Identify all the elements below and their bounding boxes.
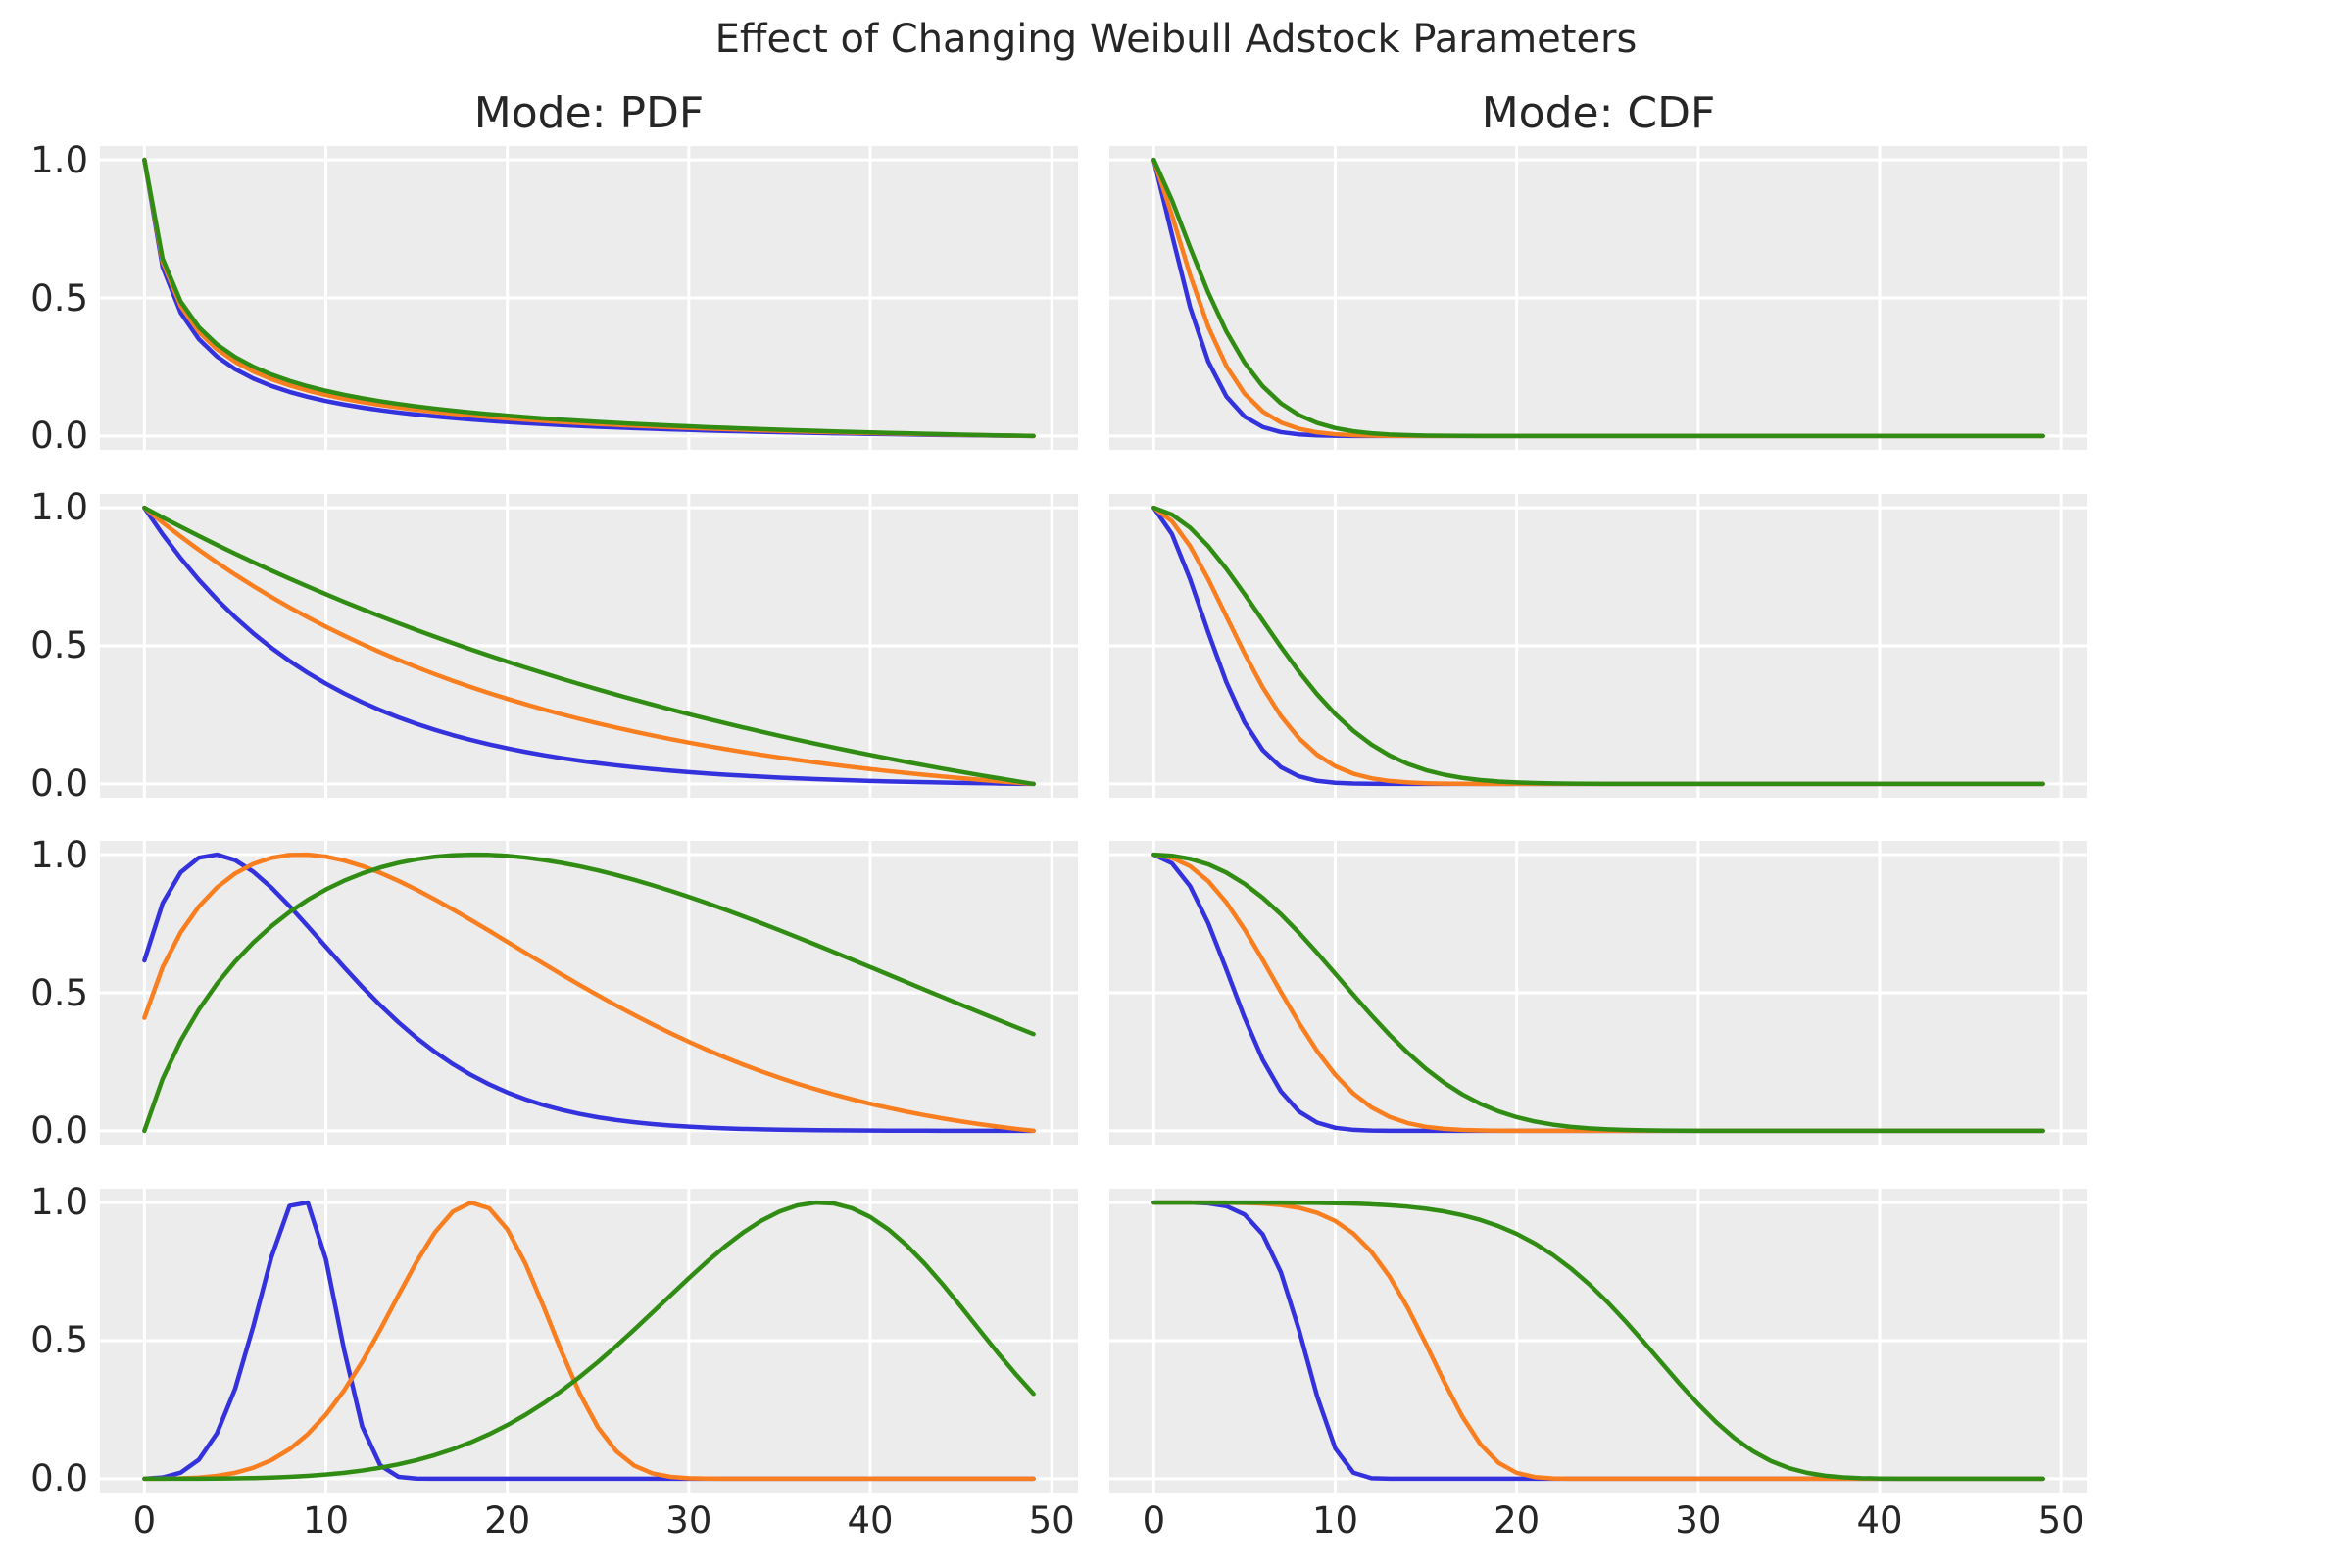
y-tick-label: 0.0 <box>30 1456 88 1499</box>
y-tick-label: 1.0 <box>30 1181 88 1224</box>
y-tick-label: 0.5 <box>30 624 88 666</box>
x-tick-label: 0 <box>1142 1498 1166 1542</box>
curve-cdf-k1.5-lam40 <box>1152 852 2045 1134</box>
subplot-pdf-k0.5 <box>100 146 1078 450</box>
column-title-cdf: Mode: CDF <box>1481 88 1716 138</box>
curve-cdf-k0.5-lam40 <box>1152 157 2045 439</box>
x-tick-label: 50 <box>1028 1498 1075 1542</box>
column-title-pdf: Mode: PDF <box>473 88 705 138</box>
curve-pdf-k0.5-lam40 <box>142 157 1036 439</box>
x-tick-label: 50 <box>2037 1498 2084 1542</box>
x-tick-label: 0 <box>132 1498 157 1542</box>
y-tick-label: 0.0 <box>30 415 88 458</box>
curve-pdf-k1-lam20 <box>142 505 1036 786</box>
x-tick-label: 30 <box>665 1498 712 1542</box>
figure-title: Effect of Changing Weibull Adstock Param… <box>714 17 1638 62</box>
subplot-cdf-k0.5 <box>1109 146 2087 450</box>
subplot-cdf-k1.5 <box>1109 841 2087 1145</box>
curve-pdf-k1-lam10 <box>142 505 1036 786</box>
x-tick-label: 20 <box>484 1498 531 1542</box>
x-tick-label: 10 <box>302 1498 350 1542</box>
curve-pdf-k1.5-lam20 <box>142 852 1036 1134</box>
y-tick-label: 0.0 <box>30 1109 88 1152</box>
subplot-pdf-k1 <box>100 493 1078 798</box>
x-tick-label: 10 <box>1311 1498 1359 1542</box>
y-tick-label: 0.5 <box>30 1319 88 1361</box>
curve-cdf-k5-lam40 <box>1152 1200 2045 1481</box>
curve-pdf-k5-lam20 <box>142 1200 1036 1481</box>
x-tick-label: 40 <box>847 1498 894 1542</box>
y-tick-label: 0.5 <box>30 971 88 1014</box>
x-tick-label: 40 <box>1856 1498 1903 1542</box>
y-tick-label: 0.0 <box>30 761 88 805</box>
y-tick-label: 1.0 <box>30 138 88 181</box>
curve-cdf-k1-lam40 <box>1152 505 2045 786</box>
subplot-cdf-k1 <box>1109 493 2087 798</box>
subplot-pdf-k1.5 <box>100 841 1078 1145</box>
x-tick-label: 30 <box>1675 1498 1722 1542</box>
subplot-cdf-k5 <box>1109 1188 2087 1493</box>
x-tick-label: 20 <box>1494 1498 1541 1542</box>
curve-pdf-k5-lam40 <box>142 1200 1036 1481</box>
curve-pdf-k1.5-lam40 <box>142 852 1036 1134</box>
subplot-pdf-k5 <box>100 1188 1078 1493</box>
y-tick-label: 1.0 <box>30 833 88 876</box>
curve-pdf-k1-lam40 <box>142 505 1036 786</box>
y-tick-label: 0.5 <box>30 276 88 319</box>
y-tick-label: 1.0 <box>30 486 88 529</box>
